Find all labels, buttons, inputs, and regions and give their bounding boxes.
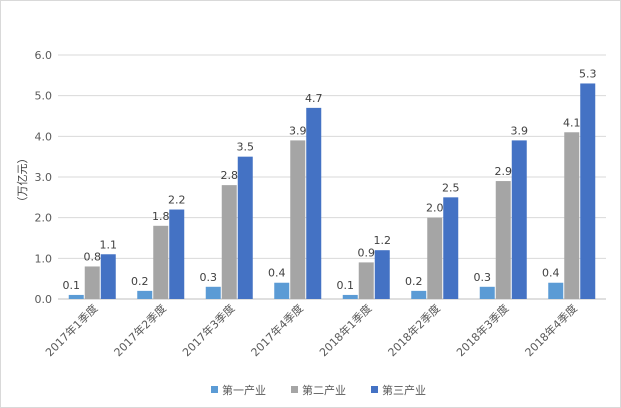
data-label: 2.2 (168, 194, 186, 207)
bar (84, 266, 100, 299)
data-label: 4.1 (563, 116, 581, 129)
bar (427, 217, 443, 299)
bar (169, 209, 185, 299)
y-tick-label: 2.0 (35, 212, 53, 225)
bar (205, 286, 221, 299)
legend: 第一产业 第二产业 第三产业 (211, 383, 426, 397)
bar (411, 290, 427, 299)
bar (511, 140, 527, 299)
bar (479, 286, 495, 299)
data-label: 3.9 (289, 124, 307, 137)
bars (68, 83, 596, 299)
bar (580, 83, 596, 299)
x-category-label: 2017年2季度 (111, 301, 169, 359)
bar (358, 262, 374, 299)
data-label: 0.4 (542, 267, 560, 280)
data-label: 3.5 (237, 141, 255, 154)
x-category-label: 2017年4季度 (248, 301, 306, 359)
y-tick-label: 4.0 (35, 130, 53, 143)
legend-label: 第一产业 (222, 383, 266, 397)
data-label: 1.2 (374, 234, 392, 247)
legend-swatch (291, 386, 298, 393)
y-tick-label: 0.0 (35, 293, 53, 306)
bar (342, 294, 358, 299)
legend-item: 第三产业 (371, 383, 426, 397)
legend-item: 第二产业 (291, 383, 346, 397)
y-tick-label: 5.0 (35, 90, 53, 103)
y-tick-label: 1.0 (35, 252, 53, 265)
legend-label: 第三产业 (382, 383, 426, 397)
bar (153, 225, 169, 299)
x-category-label: 2018年4季度 (522, 301, 580, 359)
bar (564, 132, 580, 299)
data-label: 2.8 (221, 169, 239, 182)
bar (443, 197, 459, 299)
x-category-label: 2018年1季度 (316, 301, 374, 359)
bar (221, 185, 237, 299)
data-label: 3.9 (511, 124, 529, 137)
data-labels: 0.1 0.81.1 0.2 1.8 2.2 0.3 2.8 3.5 0.4 3.9 4.7 0.1 0… (63, 67, 597, 291)
bar (237, 156, 253, 299)
data-label: 5.3 (579, 67, 597, 80)
data-label: 0.2 (131, 275, 149, 288)
data-label: 0.8 (84, 250, 102, 263)
legend-label: 第二产业 (302, 383, 346, 397)
bar (306, 107, 322, 299)
legend-swatch (371, 386, 378, 393)
y-axis-ticks: 0.0 1.0 2.0 3.0 4.0 5.0 6.0 (35, 49, 53, 306)
data-label: 2.0 (426, 202, 444, 215)
y-tick-label: 6.0 (35, 49, 53, 62)
data-label: 4.7 (305, 92, 323, 105)
bar (495, 181, 511, 299)
data-label: 0.3 (200, 271, 218, 284)
y-tick-label: 3.0 (35, 171, 53, 184)
x-category-label: 2017年1季度 (42, 301, 100, 359)
data-label: 0.1 (63, 279, 81, 292)
bar (137, 290, 153, 299)
x-axis-categories: 2017年1季度 2017年2季度 2017年3季度 2017年4季度 2018年1季度… (42, 301, 579, 359)
data-label: 0.3 (474, 271, 492, 284)
bar (374, 250, 390, 299)
bar (290, 140, 306, 299)
data-label: 2.9 (495, 165, 513, 178)
data-label: 1.8 (152, 210, 170, 223)
y-axis-label: （万亿元） (16, 153, 29, 208)
x-category-label: 2018年2季度 (385, 301, 443, 359)
data-label: 2.5 (442, 181, 460, 194)
legend-swatch (211, 386, 218, 393)
bar (274, 282, 290, 299)
data-label: 1.1 (100, 238, 118, 251)
x-category-label: 2018年3季度 (453, 301, 511, 359)
bar (548, 282, 564, 299)
x-category-label: 2017年3季度 (179, 301, 237, 359)
legend-item: 第一产业 (211, 383, 266, 397)
data-label: 0.2 (405, 275, 423, 288)
data-label: 0.9 (358, 246, 376, 259)
bar (68, 294, 84, 299)
data-label: 0.4 (268, 267, 286, 280)
data-label: 0.1 (337, 279, 355, 292)
bar (100, 254, 116, 299)
